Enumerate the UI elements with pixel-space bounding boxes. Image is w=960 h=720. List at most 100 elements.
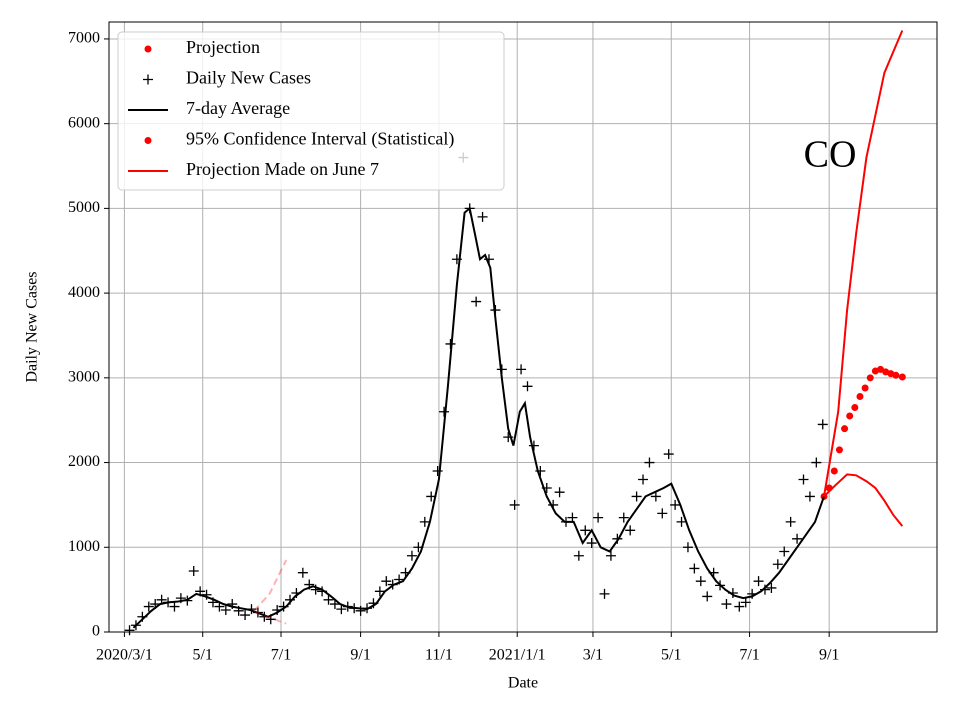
plus-marker: [554, 487, 565, 498]
marks: [124, 30, 906, 636]
x-tick-label: 5/1: [661, 647, 681, 664]
y-tick-label: 2000: [68, 453, 100, 470]
x-tick-label: 2021/1/1: [489, 647, 546, 664]
dot-marker: [856, 392, 864, 400]
dot-marker: [861, 384, 869, 392]
x-tick-label: 3/1: [583, 647, 603, 664]
series: [820, 365, 906, 500]
plus-marker: [336, 604, 347, 615]
plus-marker: [753, 576, 764, 587]
plus-marker: [522, 381, 533, 392]
dot-marker: [866, 374, 874, 382]
plus-marker: [804, 491, 815, 502]
interval-line: [253, 609, 287, 625]
x-tick-label: 9/1: [819, 647, 839, 664]
y-tick-label: 0: [92, 623, 100, 640]
legend-label: Projection: [186, 37, 260, 57]
legend-label: 95% Confidence Interval (Statistical): [186, 129, 454, 150]
plus-marker: [650, 491, 661, 502]
y-tick-label: 7000: [68, 30, 100, 47]
x-tick-label: 9/1: [350, 647, 370, 664]
plus-marker: [689, 563, 700, 574]
plus-marker: [779, 546, 790, 557]
plus-marker: [811, 457, 822, 468]
plus-marker: [695, 576, 706, 587]
plus-marker: [201, 589, 212, 600]
plus-marker: [638, 474, 649, 485]
dot-marker: [835, 446, 843, 454]
dot-marker: [830, 467, 838, 475]
legend-box: [117, 31, 505, 191]
plus-marker: [323, 594, 334, 605]
plus-marker: [528, 440, 539, 451]
y-tick-label: 1000: [68, 538, 100, 555]
plus-marker: [663, 449, 674, 460]
plus-marker: [220, 604, 231, 615]
plus-marker: [374, 586, 385, 597]
plus-marker: [670, 499, 681, 510]
legend-marker: [144, 137, 152, 144]
plus-marker: [785, 516, 796, 527]
y-tick-label: 6000: [68, 114, 100, 131]
x-tick-label: 2020/3/1: [96, 647, 153, 664]
plus-marker: [381, 576, 392, 587]
interval-line: [823, 30, 904, 497]
plus-marker: [817, 419, 828, 430]
plus-marker: [772, 559, 783, 570]
plus-marker: [676, 516, 687, 527]
legend-marker: [144, 45, 152, 53]
plus-marker: [734, 601, 745, 612]
plus-marker: [618, 512, 629, 523]
plus-marker: [631, 491, 642, 502]
x-tick-label: 7/1: [271, 647, 291, 664]
plus-marker: [798, 474, 809, 485]
plus-marker: [599, 588, 610, 599]
grid: 0 1000 2000 3000 4000 5000 6000 7000 2020/3/1 5/1…: [68, 22, 937, 664]
legend-label: Projection Made on June 7: [186, 159, 379, 179]
plus-marker: [516, 364, 527, 375]
plus-marker: [188, 566, 199, 576]
legend-marker: [143, 74, 153, 85]
dot-marker: [898, 373, 906, 381]
plus-marker: [721, 599, 732, 610]
annotation: CO: [804, 134, 857, 176]
plot-frame: [108, 21, 938, 633]
plus-marker: [586, 538, 597, 549]
y-axis-label: Daily New Cases: [24, 271, 41, 382]
legend-label: Daily New Cases: [186, 68, 311, 88]
y-tick-label: 5000: [68, 199, 100, 216]
series: [823, 30, 904, 527]
x-tick-label: 11/1: [425, 647, 453, 664]
plus-marker: [439, 406, 450, 417]
legend-label: 7-day Average: [186, 98, 290, 118]
x-tick-label: 5/1: [192, 647, 212, 664]
plus-marker: [355, 605, 366, 616]
dot-marker: [851, 403, 859, 411]
dot-marker: [841, 425, 849, 433]
plus-marker: [419, 516, 430, 527]
dot-marker: [846, 412, 854, 420]
series: [253, 559, 288, 625]
plus-marker: [792, 533, 803, 544]
plus-marker: [702, 591, 713, 602]
interval-line: [823, 473, 904, 527]
x-tick-label: 7/1: [739, 647, 759, 664]
plus-marker: [124, 625, 135, 636]
plus-marker: [593, 512, 604, 523]
plus-marker: [240, 610, 251, 621]
plus-marker: [169, 601, 180, 612]
legend: Projection Daily New Cases 7-day Average 95…: [117, 31, 505, 191]
y-tick-label: 4000: [68, 284, 100, 301]
plus-marker: [644, 457, 655, 468]
plus-marker: [573, 550, 584, 561]
plus-marker: [432, 466, 443, 477]
plus-marker: [657, 508, 668, 519]
plus-marker: [625, 525, 636, 536]
y-tick-label: 3000: [68, 369, 100, 386]
interval-line: [253, 559, 288, 612]
x-axis-label: Date: [508, 675, 538, 692]
plus-marker: [471, 296, 482, 307]
plus-marker: [605, 550, 616, 561]
series-line: [132, 206, 825, 629]
